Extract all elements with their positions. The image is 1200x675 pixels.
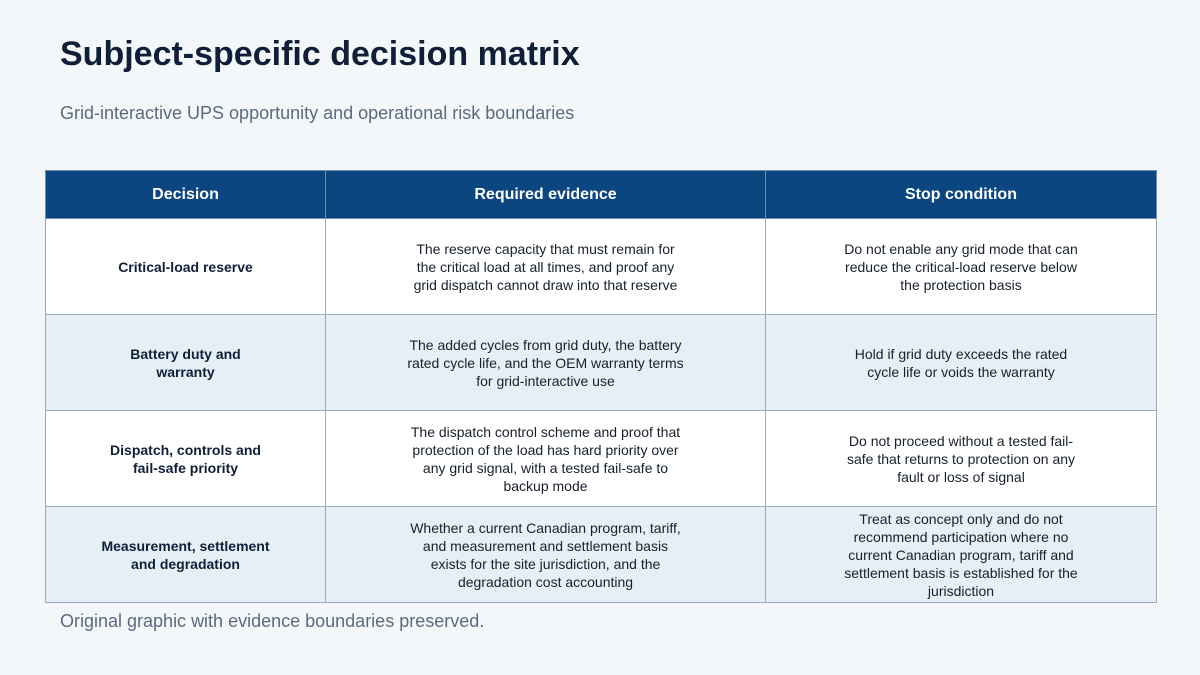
evidence-cell: Whether a current Canadian program, tari… [325,506,766,603]
table-row: Critical-load reserve The reserve capaci… [45,218,1157,315]
stop-condition-text: Hold if grid duty exceeds the rated cycl… [854,345,1068,380]
decision-text: Measurement, settlement and degradation [101,537,270,572]
column-header-stop-condition: Stop condition [765,170,1157,219]
table-row: Measurement, settlement and degradation … [45,506,1157,603]
decision-matrix-table: Decision Required evidence Stop conditio… [45,170,1157,603]
decision-text: Critical-load reserve [118,258,253,275]
stop-condition-cell: Hold if grid duty exceeds the rated cycl… [765,314,1157,411]
table-row: Dispatch, controls and fail-safe priorit… [45,410,1157,507]
table-header: Decision Required evidence Stop conditio… [45,170,1157,219]
decision-cell: Measurement, settlement and degradation [45,506,326,603]
decision-text: Battery duty and warranty [130,345,241,380]
table-body: Critical-load reserve The reserve capaci… [45,218,1157,603]
decision-cell: Dispatch, controls and fail-safe priorit… [45,410,326,507]
header-row: Decision Required evidence Stop conditio… [45,170,1157,219]
page-subtitle: Grid-interactive UPS opportunity and ope… [60,103,575,123]
stop-condition-cell: Treat as concept only and do not recomme… [765,506,1157,603]
column-header-decision: Decision [45,170,326,219]
table-row: Battery duty and warranty The added cycl… [45,314,1157,411]
page-title: Subject-specific decision matrix [60,35,580,73]
stop-condition-text: Do not enable any grid mode that can red… [844,240,1078,293]
stop-condition-cell: Do not proceed without a tested fail-saf… [765,410,1157,507]
footnote: Original graphic with evidence boundarie… [60,611,485,631]
stop-condition-cell: Do not enable any grid mode that can red… [765,218,1157,315]
column-header-required-evidence: Required evidence [325,170,766,219]
decision-cell: Battery duty and warranty [45,314,326,411]
decision-text: Dispatch, controls and fail-safe priorit… [110,441,261,476]
evidence-text: The reserve capacity that must remain fo… [413,240,678,293]
evidence-cell: The reserve capacity that must remain fo… [325,218,766,315]
stop-condition-text: Treat as concept only and do not recomme… [844,510,1078,599]
evidence-text: The added cycles from grid duty, the bat… [407,336,684,389]
evidence-cell: The dispatch control scheme and proof th… [325,410,766,507]
evidence-text: The dispatch control scheme and proof th… [410,423,681,494]
evidence-text: Whether a current Canadian program, tari… [410,519,681,590]
stop-condition-text: Do not proceed without a tested fail-saf… [846,432,1076,485]
evidence-cell: The added cycles from grid duty, the bat… [325,314,766,411]
decision-cell: Critical-load reserve [45,218,326,315]
